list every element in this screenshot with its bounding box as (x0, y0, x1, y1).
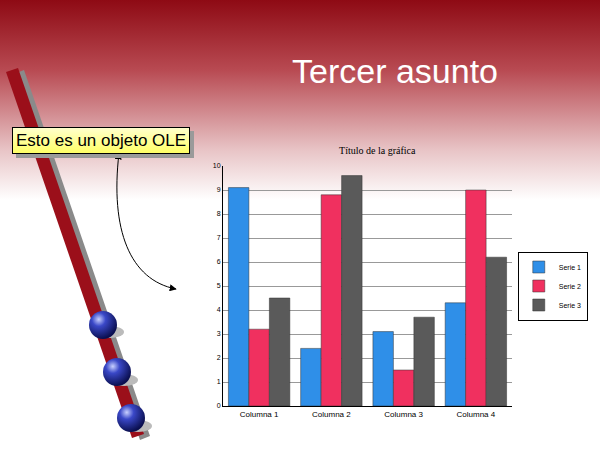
svg-text:6: 6 (217, 258, 221, 265)
svg-text:7: 7 (217, 234, 221, 241)
svg-text:Serie 1: Serie 1 (559, 264, 581, 271)
svg-text:Columna 1: Columna 1 (240, 410, 279, 419)
svg-text:1: 1 (217, 378, 221, 385)
svg-text:Columna 3: Columna 3 (384, 410, 423, 419)
svg-text:3: 3 (217, 330, 221, 337)
svg-text:2: 2 (217, 354, 221, 361)
svg-text:Serie 2: Serie 2 (559, 283, 581, 290)
svg-text:10: 10 (213, 162, 221, 169)
svg-text:4: 4 (217, 306, 221, 313)
svg-text:5: 5 (217, 282, 221, 289)
svg-text:Serie 3: Serie 3 (559, 302, 581, 309)
html-text:Tercer asunto: Tercer asunto (292, 52, 498, 90)
html-text:Esto es un objeto OLE: Esto es un objeto OLE (16, 131, 187, 150)
svg-text:Columna 4: Columna 4 (457, 410, 496, 419)
svg-text:9: 9 (217, 186, 221, 193)
svg-text:8: 8 (217, 210, 221, 217)
svg-text:Título de la gráfica: Título de la gráfica (339, 145, 416, 156)
svg-text:0: 0 (217, 402, 221, 409)
svg-text:Columna 2: Columna 2 (312, 410, 351, 419)
